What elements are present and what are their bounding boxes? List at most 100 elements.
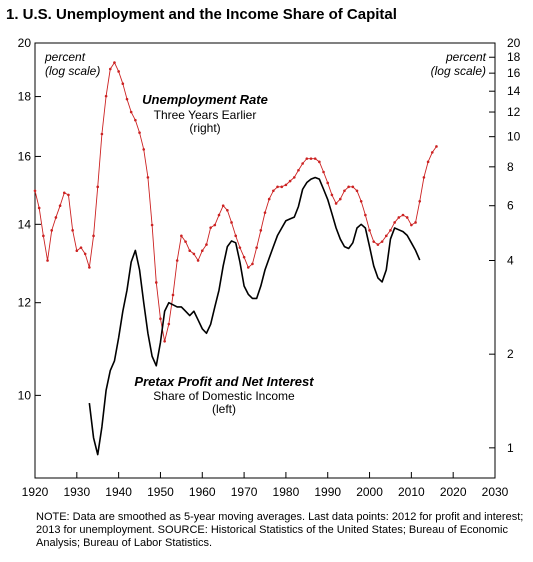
series-line-profit-share — [88, 176, 421, 456]
data-point-unemployment-rate — [217, 213, 221, 217]
right-axis-tick-label: 18 — [507, 50, 521, 64]
data-point-unemployment-rate — [234, 234, 238, 238]
data-point-unemployment-rate — [272, 189, 275, 193]
data-point-unemployment-rate — [138, 131, 141, 134]
data-point-unemployment-rate — [146, 176, 150, 179]
left-axis-tick-label: 14 — [18, 217, 32, 231]
data-point-unemployment-rate — [213, 223, 217, 227]
left-axis-unit-label-1: percent — [44, 50, 86, 64]
data-point-unemployment-rate — [188, 249, 192, 253]
series-sublabel-profit-1: Share of Domestic Income — [153, 389, 295, 403]
data-point-unemployment-rate — [75, 249, 79, 253]
data-point-unemployment-rate — [196, 259, 200, 262]
data-point-unemployment-rate — [292, 176, 296, 179]
data-point-unemployment-rate — [37, 206, 41, 210]
data-point-unemployment-rate — [242, 255, 246, 259]
data-point-unemployment-rate — [368, 229, 371, 232]
data-point-unemployment-rate — [255, 246, 258, 249]
data-point-unemployment-rate — [121, 82, 125, 85]
left-axis-tick-label: 12 — [18, 296, 32, 310]
x-axis-tick-label: 2020 — [440, 485, 467, 499]
data-point-unemployment-rate — [418, 199, 422, 203]
x-axis-tick-label: 1930 — [63, 485, 90, 499]
x-axis-tick-label: 1970 — [231, 485, 258, 499]
right-axis-unit-label-2: (log scale) — [431, 64, 486, 78]
x-axis-tick-label: 2000 — [356, 485, 383, 499]
data-point-unemployment-rate — [359, 199, 363, 203]
data-point-unemployment-rate — [167, 322, 171, 326]
data-point-unemployment-rate — [96, 185, 100, 189]
data-point-unemployment-rate — [326, 181, 330, 185]
right-axis-tick-label: 16 — [507, 66, 521, 80]
data-point-unemployment-rate — [351, 185, 355, 189]
data-point-unemployment-rate — [338, 197, 342, 201]
data-point-unemployment-rate — [150, 223, 154, 227]
data-point-unemployment-rate — [280, 185, 284, 189]
data-point-unemployment-rate — [238, 246, 242, 249]
data-point-unemployment-rate — [209, 226, 212, 229]
data-point-unemployment-rate — [414, 221, 417, 224]
data-point-unemployment-rate — [113, 61, 116, 64]
x-axis-tick-label: 1940 — [105, 485, 132, 499]
data-point-unemployment-rate — [88, 266, 91, 269]
x-axis-tick-label: 1920 — [22, 485, 49, 499]
data-point-unemployment-rate — [46, 259, 49, 262]
x-axis-tick-label: 2010 — [398, 485, 425, 499]
data-point-unemployment-rate — [117, 70, 120, 73]
left-axis-tick-label: 16 — [18, 149, 32, 163]
right-axis-tick-label: 12 — [507, 105, 521, 119]
data-point-unemployment-rate — [313, 157, 317, 160]
data-point-unemployment-rate — [288, 179, 292, 183]
right-axis-tick-label: 6 — [507, 199, 514, 213]
data-point-unemployment-rate — [343, 189, 346, 193]
x-axis-tick-label: 2030 — [482, 485, 509, 499]
chart-note: NOTE: Data are smoothed as 5-year moving… — [36, 511, 524, 549]
data-point-unemployment-rate — [79, 246, 83, 249]
series-label-profit-share: Pretax Profit and Net Interest — [134, 374, 314, 389]
data-point-unemployment-rate — [330, 193, 334, 197]
data-point-unemployment-rate — [284, 183, 288, 187]
data-point-unemployment-rate — [405, 216, 409, 219]
right-axis-tick-label: 10 — [507, 130, 521, 144]
data-point-unemployment-rate — [171, 293, 175, 297]
data-point-unemployment-rate — [393, 221, 396, 224]
data-point-unemployment-rate — [92, 234, 95, 238]
x-axis-tick-label: 1950 — [147, 485, 174, 499]
right-axis-tick-label: 14 — [507, 84, 521, 98]
data-point-unemployment-rate — [263, 211, 267, 214]
data-point-unemployment-rate — [71, 229, 74, 232]
data-point-unemployment-rate — [334, 202, 338, 205]
data-point-unemployment-rate — [372, 240, 376, 243]
data-point-unemployment-rate — [246, 266, 250, 269]
left-axis-tick-label: 10 — [18, 388, 32, 402]
data-point-unemployment-rate — [192, 252, 196, 256]
data-point-unemployment-rate — [163, 339, 166, 343]
data-point-unemployment-rate — [267, 197, 271, 201]
data-point-unemployment-rate — [347, 185, 350, 189]
data-point-unemployment-rate — [397, 216, 401, 219]
data-point-unemployment-rate — [422, 176, 426, 179]
data-point-unemployment-rate — [142, 148, 146, 151]
data-point-unemployment-rate — [318, 160, 321, 164]
data-point-unemployment-rate — [62, 191, 66, 195]
series-sublabel-unemployment-2: (right) — [189, 121, 220, 135]
data-point-unemployment-rate — [104, 94, 108, 98]
data-point-unemployment-rate — [184, 240, 187, 243]
data-point-unemployment-rate — [134, 118, 137, 122]
data-point-unemployment-rate — [50, 229, 54, 232]
x-axis-tick-label: 1960 — [189, 485, 216, 499]
data-point-unemployment-rate — [83, 252, 87, 256]
data-point-unemployment-rate — [401, 213, 405, 217]
data-point-unemployment-rate — [426, 160, 430, 164]
right-axis-unit-label-1: percent — [445, 50, 487, 64]
data-point-unemployment-rate — [355, 189, 359, 193]
data-point-unemployment-rate — [251, 262, 254, 266]
data-point-unemployment-rate — [435, 145, 438, 148]
series-sublabel-unemployment-1: Three Years Earlier — [154, 108, 257, 122]
data-point-unemployment-rate — [276, 185, 279, 189]
data-point-unemployment-rate — [226, 208, 229, 212]
data-point-unemployment-rate — [430, 151, 434, 154]
data-point-unemployment-rate — [125, 97, 129, 101]
left-axis-unit-label-2: (log scale) — [45, 64, 100, 78]
data-point-unemployment-rate — [58, 204, 62, 208]
